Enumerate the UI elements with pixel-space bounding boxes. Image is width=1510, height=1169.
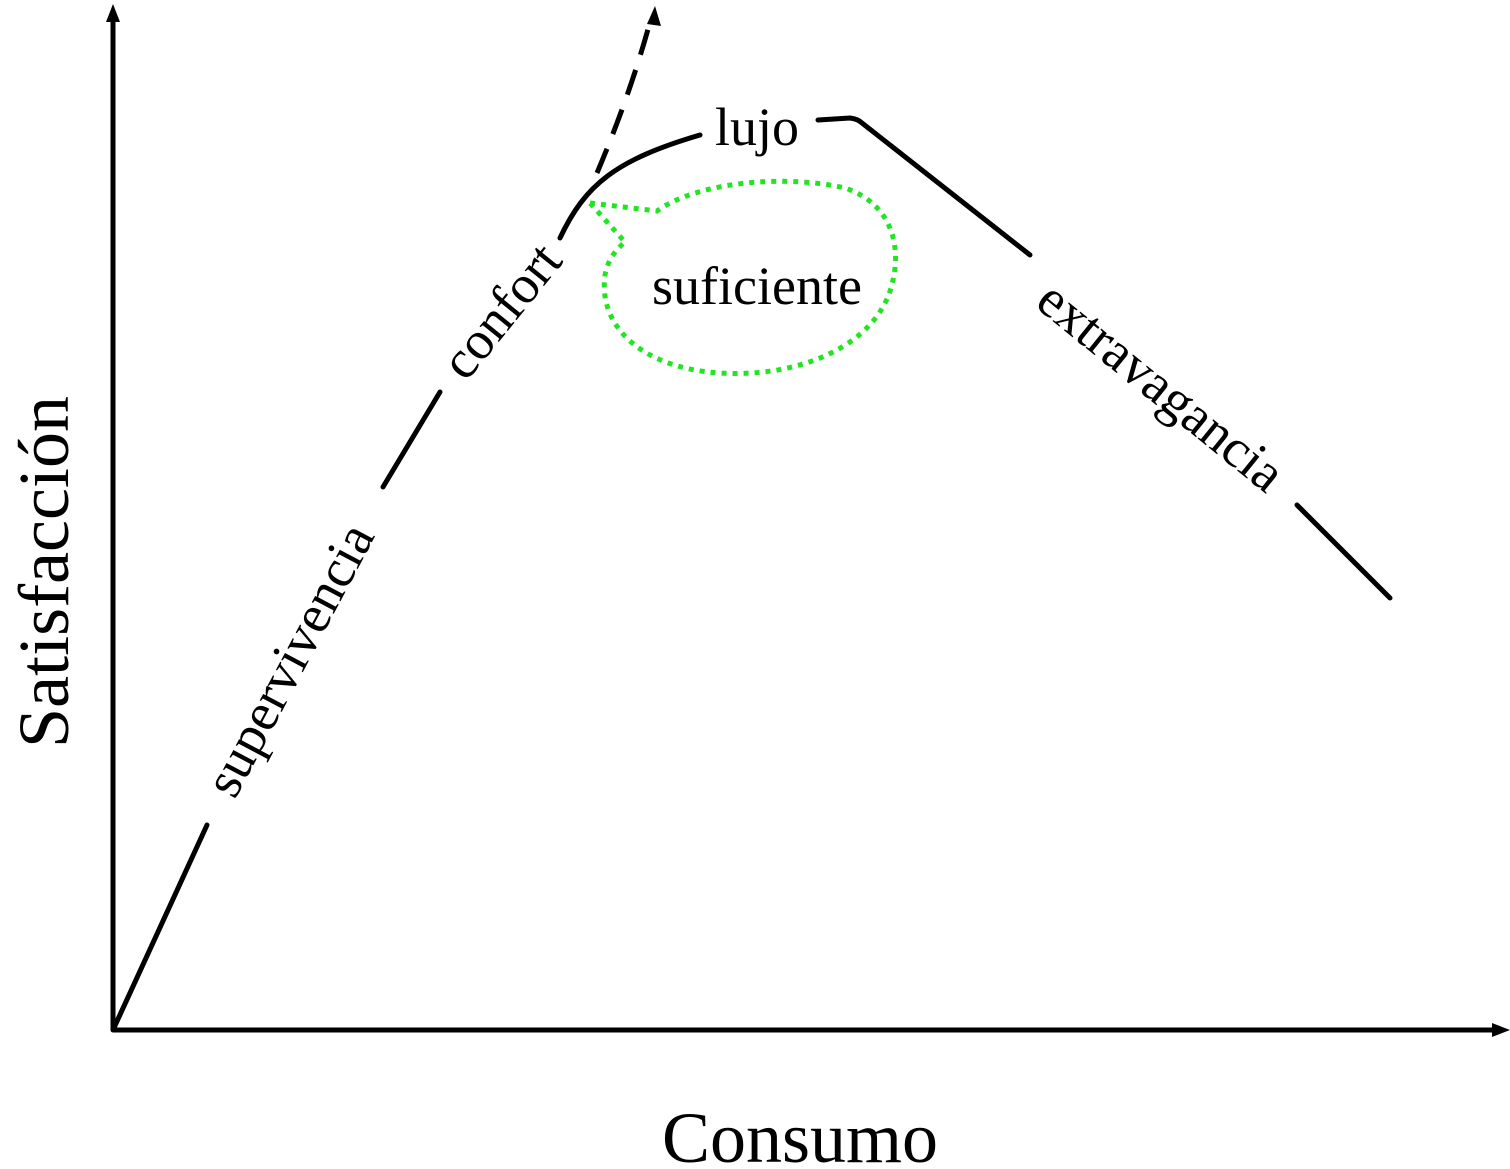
x-axis-label: Consumo <box>662 1098 938 1169</box>
dashed-growth-curve <box>594 21 653 174</box>
stage-label: confort <box>429 231 574 390</box>
curve-segment <box>815 115 1033 258</box>
curve-segment <box>557 132 703 241</box>
callout-bubble <box>583 178 898 376</box>
curve-segment <box>110 822 210 1033</box>
x-axis-arrow <box>1492 1023 1510 1037</box>
curve <box>110 115 1393 1033</box>
y-axis-label: Satisfacción <box>4 396 84 748</box>
callout-label: suficiente <box>652 256 862 316</box>
curve-segment <box>380 389 443 490</box>
y-axis-arrow <box>106 4 120 22</box>
curve-segment <box>1294 502 1393 601</box>
dashed-arrow-head <box>647 6 661 26</box>
stage-label: lujo <box>715 97 799 157</box>
stage-label: extravagancia <box>1026 268 1297 503</box>
stage-label: supervivencia <box>192 513 386 806</box>
